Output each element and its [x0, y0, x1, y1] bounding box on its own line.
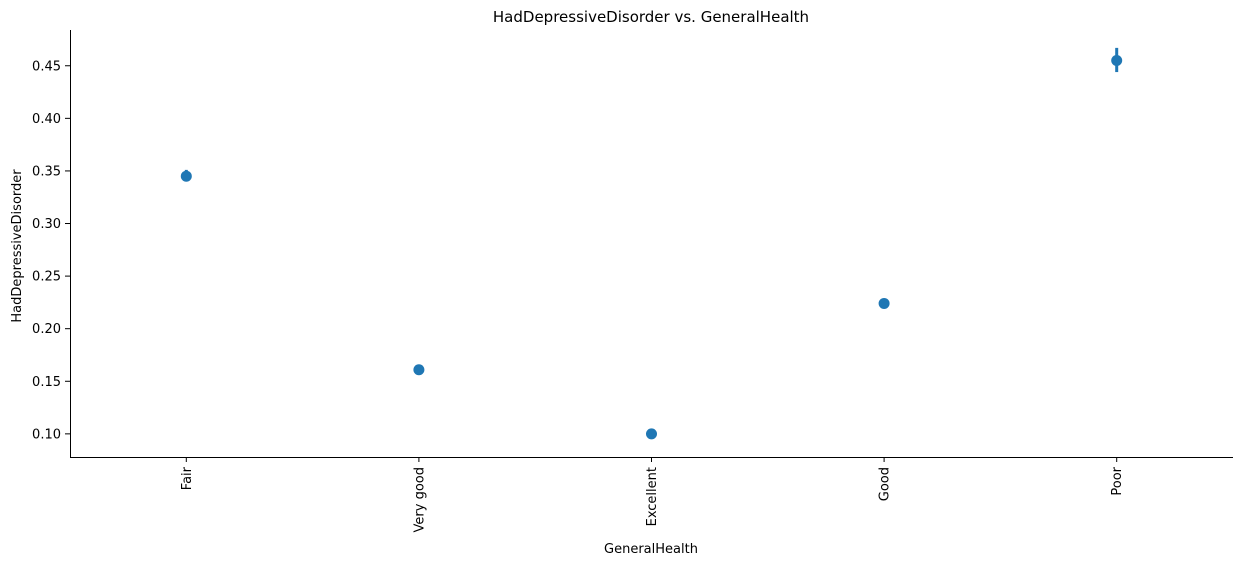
y-tick-label: 0.40 — [32, 112, 61, 127]
y-tick-label: 0.10 — [32, 427, 61, 442]
data-point — [878, 297, 890, 309]
chart-title: HadDepressiveDisorder vs. GeneralHealth — [493, 8, 809, 26]
x-axis-label: GeneralHealth — [604, 542, 698, 557]
x-tick-label: Excellent — [645, 467, 660, 526]
y-tick-label: 0.30 — [32, 217, 61, 232]
x-tick-label: Very good — [412, 467, 427, 532]
x-tick-label: Poor — [1110, 466, 1125, 495]
data-point — [180, 170, 192, 182]
y-tick-label: 0.25 — [32, 270, 61, 285]
data-points — [180, 55, 1123, 440]
y-axis-label: HadDepressiveDisorder — [10, 169, 25, 323]
data-point — [413, 364, 425, 376]
data-point — [1111, 55, 1123, 66]
x-tick-label: Fair — [180, 466, 195, 490]
y-ticks: 0.10 0.15 0.20 0.25 0.30 0.35 0.40 0.45 — [32, 59, 70, 442]
y-tick-label: 0.15 — [32, 375, 61, 390]
y-tick-label: 0.20 — [32, 322, 61, 337]
error-bars — [184, 47, 1119, 436]
x-ticks: Fair Very good Excellent Good Poor — [180, 457, 1125, 532]
x-tick-label: Good — [878, 467, 893, 501]
data-point — [646, 428, 657, 440]
y-tick-label: 0.45 — [32, 59, 61, 74]
y-tick-label: 0.35 — [32, 164, 61, 179]
